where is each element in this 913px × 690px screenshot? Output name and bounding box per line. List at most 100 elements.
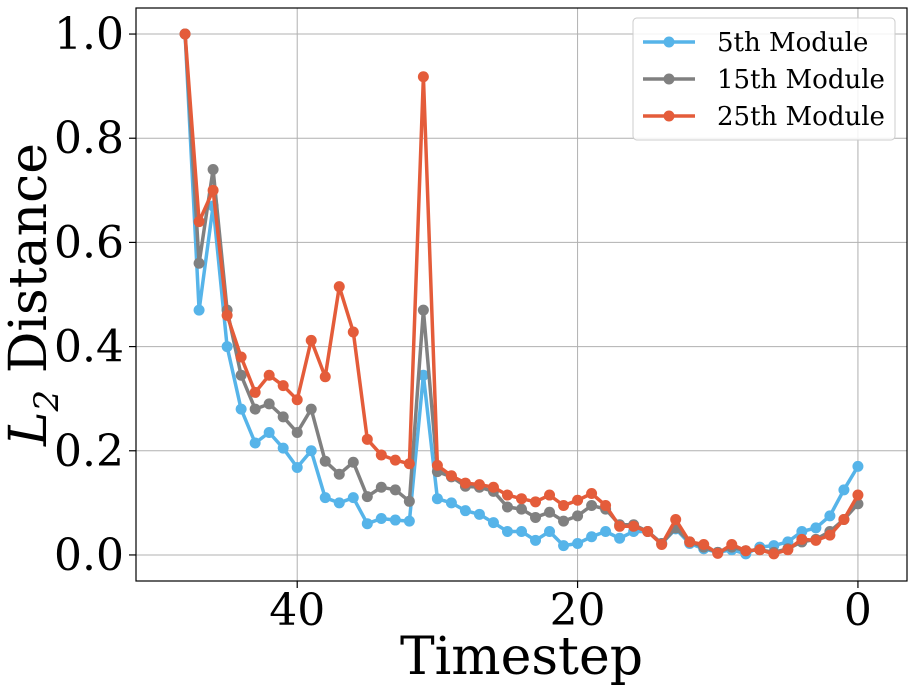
data-point (586, 499, 598, 511)
data-point (628, 520, 640, 532)
data-point (319, 371, 331, 383)
data-point (263, 398, 275, 410)
data-point (347, 456, 359, 468)
data-point (684, 536, 696, 548)
data-point (277, 411, 289, 423)
data-point (459, 505, 471, 517)
data-point (544, 526, 556, 538)
y-axis-label-main: L (0, 411, 59, 447)
data-point (389, 484, 401, 496)
data-point (516, 493, 527, 505)
data-point (544, 489, 556, 501)
data-point (319, 455, 331, 467)
data-point (852, 460, 864, 472)
data-point (445, 497, 457, 509)
data-point (291, 461, 303, 473)
data-point (207, 163, 219, 175)
data-point (277, 442, 289, 454)
y-tick-label: 1.0 (54, 9, 124, 60)
data-point (403, 458, 415, 470)
data-point (375, 481, 387, 493)
data-point (487, 481, 499, 493)
data-point (389, 514, 401, 526)
data-point (600, 499, 612, 511)
data-point (712, 547, 724, 559)
y-axis-label-rest: Distance (0, 143, 59, 390)
data-point (417, 369, 429, 381)
x-tick-label: 0 (844, 585, 872, 636)
data-point (656, 539, 668, 551)
data-point (403, 495, 415, 507)
data-point (501, 501, 513, 513)
data-point (403, 515, 415, 527)
data-point (193, 216, 205, 228)
data-point (459, 477, 471, 489)
data-point (431, 493, 443, 505)
data-point (530, 534, 542, 546)
data-point (852, 489, 864, 501)
x-tick-label: 20 (550, 585, 606, 636)
legend-label: 5th Module (717, 28, 868, 58)
y-tick-label: 0.4 (54, 322, 124, 373)
data-point (319, 492, 331, 504)
data-point (305, 445, 317, 457)
data-point (291, 394, 303, 406)
data-point (670, 514, 682, 526)
legend-label: 25th Module (717, 102, 885, 132)
data-point (754, 544, 766, 556)
data-point (810, 534, 822, 546)
data-point (838, 484, 850, 496)
data-point (249, 437, 261, 449)
data-point (558, 499, 570, 511)
data-point (263, 369, 275, 381)
data-point (810, 522, 822, 534)
legend-swatch-marker (663, 110, 675, 122)
data-point (347, 326, 359, 338)
data-point (305, 403, 317, 415)
series-layer (179, 28, 864, 560)
series-3 (179, 28, 864, 560)
data-point (586, 487, 598, 499)
data-point (361, 491, 373, 503)
data-point (530, 496, 542, 508)
data-point (431, 459, 443, 471)
data-point (768, 548, 780, 560)
data-point (796, 526, 808, 538)
data-point (193, 257, 205, 269)
legend: 5th Module 15th Module 25th Module (632, 17, 896, 141)
data-point (782, 544, 794, 556)
data-point (558, 515, 570, 527)
data-point (572, 494, 584, 506)
data-point (263, 427, 275, 439)
y-axis-label: L2 Distance (0, 143, 67, 447)
data-point (417, 304, 429, 316)
data-point (473, 479, 485, 491)
data-point (516, 526, 527, 538)
data-point (726, 539, 738, 551)
y-tick-label: 0.6 (54, 217, 124, 268)
y-tick-label: 0.2 (54, 426, 124, 477)
data-point (333, 497, 345, 509)
data-point (501, 526, 513, 538)
data-point (361, 433, 373, 445)
data-point (445, 470, 457, 482)
data-point (361, 518, 373, 530)
y-tick-label: 0.8 (54, 113, 124, 164)
data-point (642, 526, 654, 538)
data-point (614, 520, 626, 532)
data-point (516, 503, 527, 515)
legend-swatch-marker (663, 36, 675, 48)
data-point (572, 510, 584, 522)
data-point (572, 537, 584, 549)
y-tick-label: 0.0 (54, 530, 124, 581)
data-point (347, 492, 359, 504)
legend-item: 25th Module (643, 102, 885, 132)
data-point (249, 403, 261, 415)
data-point (375, 449, 387, 461)
data-point (193, 304, 205, 316)
legend-item: 15th Module (643, 65, 885, 95)
legend-box (632, 17, 896, 141)
x-axis-label: Timestep (400, 627, 643, 687)
y-axis-label-subscript: 2 (27, 390, 67, 413)
data-point (333, 468, 345, 480)
